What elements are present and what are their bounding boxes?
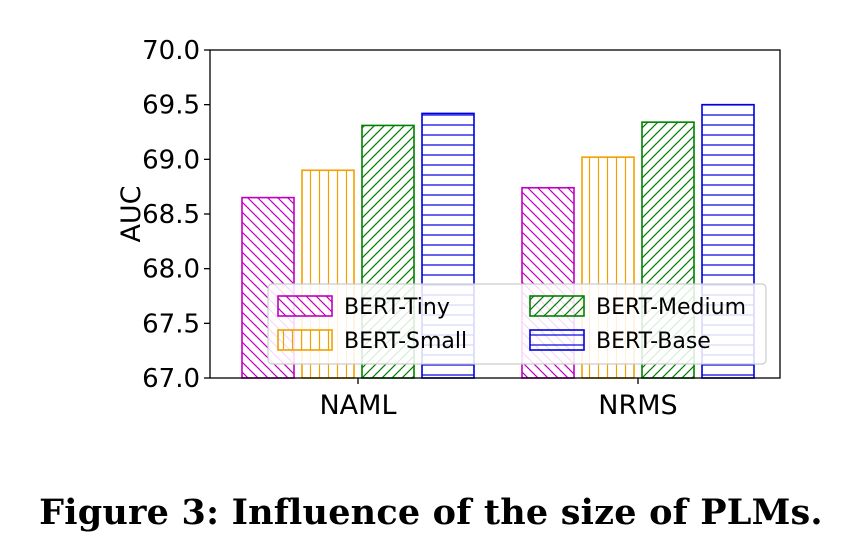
figure-caption: Figure 3: Influence of the size of PLMs.: [39, 492, 823, 533]
y-axis-label: AUC: [116, 185, 147, 242]
y-tick-label: 68.0: [142, 255, 200, 285]
bar-chart: 67.0 67.5 68.0 68.5 69.0 69.5 70.0 NAML NRMS AU…: [116, 36, 781, 421]
legend-swatch-bert-small: [277, 329, 333, 351]
y-tick-label: 69.5: [142, 91, 200, 121]
y-tick-label: 68.5: [142, 200, 200, 230]
x-axis: NAML NRMS: [319, 378, 678, 421]
y-tick-label: 67.0: [142, 364, 200, 394]
y-tick-label: 69.0: [142, 145, 200, 175]
legend-label-bert-base: BERT-Base: [596, 329, 711, 354]
x-tick-label: NAML: [319, 390, 396, 421]
y-tick-label: 67.5: [142, 309, 200, 339]
legend-box: [267, 283, 767, 365]
y-tick-label: 70.0: [142, 36, 200, 66]
legend-label-bert-tiny: BERT-Tiny: [344, 295, 450, 320]
legend-swatch-bert-base: [529, 329, 585, 351]
plot-frame: [209, 49, 781, 379]
legend: BERT-Tiny BERT-Small BERT-Medium BERT-Base: [267, 283, 767, 365]
legend-label-bert-small: BERT-Small: [344, 329, 467, 354]
legend-swatch-bert-medium: [529, 295, 585, 317]
y-axis: 67.0 67.5 68.0 68.5 69.0 69.5 70.0: [142, 36, 210, 394]
legend-label-bert-medium: BERT-Medium: [596, 295, 746, 320]
legend-swatch-bert-tiny: [277, 295, 333, 317]
x-tick-label: NRMS: [598, 390, 677, 421]
